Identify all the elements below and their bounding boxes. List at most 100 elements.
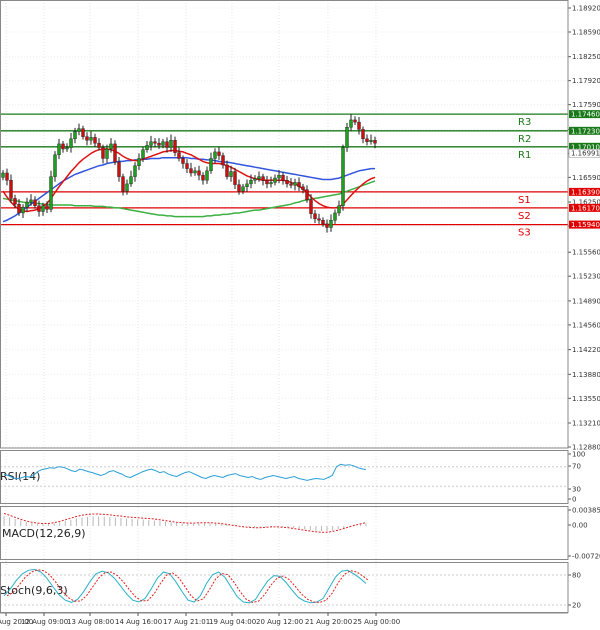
candle-body xyxy=(361,129,365,140)
pane-tick-label: 0 xyxy=(572,496,576,504)
y-tick-label: 1.18590 xyxy=(572,28,600,36)
y-tick-label: 1.14220 xyxy=(572,346,600,354)
candle-body xyxy=(105,148,109,159)
candle-body xyxy=(253,178,257,181)
candle-body xyxy=(33,199,37,206)
candle-body xyxy=(289,183,293,186)
candle-body xyxy=(297,182,301,187)
candle-body xyxy=(9,180,13,199)
candle-body xyxy=(141,149,145,159)
candle-body xyxy=(137,158,141,166)
y-tick-label: 1.17590 xyxy=(572,101,600,109)
y-tick-label: 1.16250 xyxy=(572,199,600,207)
candle-body xyxy=(217,151,221,156)
candle-body xyxy=(149,141,153,146)
candle-body xyxy=(133,165,137,177)
candle-body xyxy=(345,126,349,148)
level-label-s2: S2 xyxy=(518,211,531,222)
candle-body xyxy=(37,205,41,212)
x-tick-label: 13 Aug 08:00 xyxy=(67,618,114,626)
candle-body xyxy=(129,176,133,185)
candle-body xyxy=(157,142,161,146)
main-pane-frame xyxy=(0,0,569,449)
pane-title-macd: MACD(12,26,9) xyxy=(2,527,86,540)
moving-averages xyxy=(2,148,376,223)
candle-body xyxy=(73,131,77,140)
candle-body xyxy=(121,176,125,192)
candle-body xyxy=(309,199,313,214)
stoch-signal-line xyxy=(6,569,370,603)
pane-tick-label: 20 xyxy=(572,602,581,610)
ma-fast-line xyxy=(2,148,376,213)
y-tick-label: 1.13550 xyxy=(572,395,600,403)
candle-body xyxy=(85,136,89,141)
candle-body xyxy=(353,119,357,123)
level-tag-text-s3: 1.15940 xyxy=(571,221,600,229)
y-tick-label: 1.16590 xyxy=(572,174,600,182)
candle-body xyxy=(293,182,297,186)
candle-body xyxy=(261,176,265,181)
pane-frame-rsi xyxy=(0,450,569,504)
current-price-tag xyxy=(568,148,600,158)
candle-body xyxy=(13,198,17,205)
pivot-level-labels: R3 R2 R1 S1 S2 S3 xyxy=(518,117,531,238)
candle-body xyxy=(365,138,369,142)
candle-body xyxy=(281,174,285,181)
candle-body xyxy=(189,168,193,174)
candle-body xyxy=(333,212,337,221)
level-tag-s3 xyxy=(569,220,600,229)
level-label-r2: R2 xyxy=(518,134,531,145)
candle-body xyxy=(5,172,9,181)
pane-title-rsi: RSI(14) xyxy=(0,470,40,483)
candle-body xyxy=(177,152,181,159)
candle-body xyxy=(225,164,229,177)
pane-frame-stoch xyxy=(0,562,569,613)
pane-tick-label: -0.007208 xyxy=(572,553,600,561)
candle-body xyxy=(65,147,69,150)
candle-body xyxy=(205,170,209,181)
candle-body xyxy=(373,140,377,144)
level-label-r3: R3 xyxy=(518,117,531,128)
candle-body xyxy=(69,138,73,148)
level-tag-text-s2: 1.16170 xyxy=(571,204,600,212)
level-tag-r2 xyxy=(569,126,600,135)
candle-body xyxy=(265,180,269,185)
candle-body xyxy=(165,141,169,148)
candle-body xyxy=(17,204,21,214)
current-price-tag-text: 1.16991 xyxy=(571,150,600,158)
stoch-main-line xyxy=(3,568,367,604)
candles xyxy=(1,114,377,233)
candle-body xyxy=(249,180,253,185)
x-tick-label: 14 Aug 16:00 xyxy=(115,618,162,626)
y-tick-label: 1.14890 xyxy=(572,297,600,305)
pane-tick-label: 70 xyxy=(572,463,581,471)
candle-body xyxy=(153,141,157,144)
candle-body xyxy=(77,128,81,132)
candle-body xyxy=(113,143,117,163)
macd-signal-line xyxy=(3,513,367,533)
candle-body xyxy=(25,201,29,208)
candle-body xyxy=(201,174,205,181)
candle-body xyxy=(213,151,217,159)
y-tick-label: 1.17920 xyxy=(572,77,600,85)
x-tick-label: 21 Aug 20:00 xyxy=(305,618,352,626)
candle-body xyxy=(89,137,93,141)
candle-body xyxy=(81,128,85,137)
candle-body xyxy=(321,220,325,225)
x-tick-label: 12 Aug 09:00 xyxy=(21,618,68,626)
candle-body xyxy=(29,199,33,203)
pane-tick-label: 0.00 xyxy=(572,522,588,530)
candle-body xyxy=(49,176,53,210)
candle-body xyxy=(45,205,49,210)
indicator-panes: 100 70 30 0 RSI(14) 0.003853 0.00 -0.007208 MACD… xyxy=(0,451,600,610)
candle-body xyxy=(357,121,361,130)
candle-body xyxy=(169,140,173,148)
candle-body xyxy=(173,140,177,153)
level-label-s1: S1 xyxy=(518,195,531,206)
candle-body xyxy=(93,137,97,144)
candle-body xyxy=(241,186,245,192)
level-tag-s2 xyxy=(569,203,600,212)
y-tick-label: 1.12880 xyxy=(572,444,600,452)
candle-body xyxy=(53,154,57,177)
